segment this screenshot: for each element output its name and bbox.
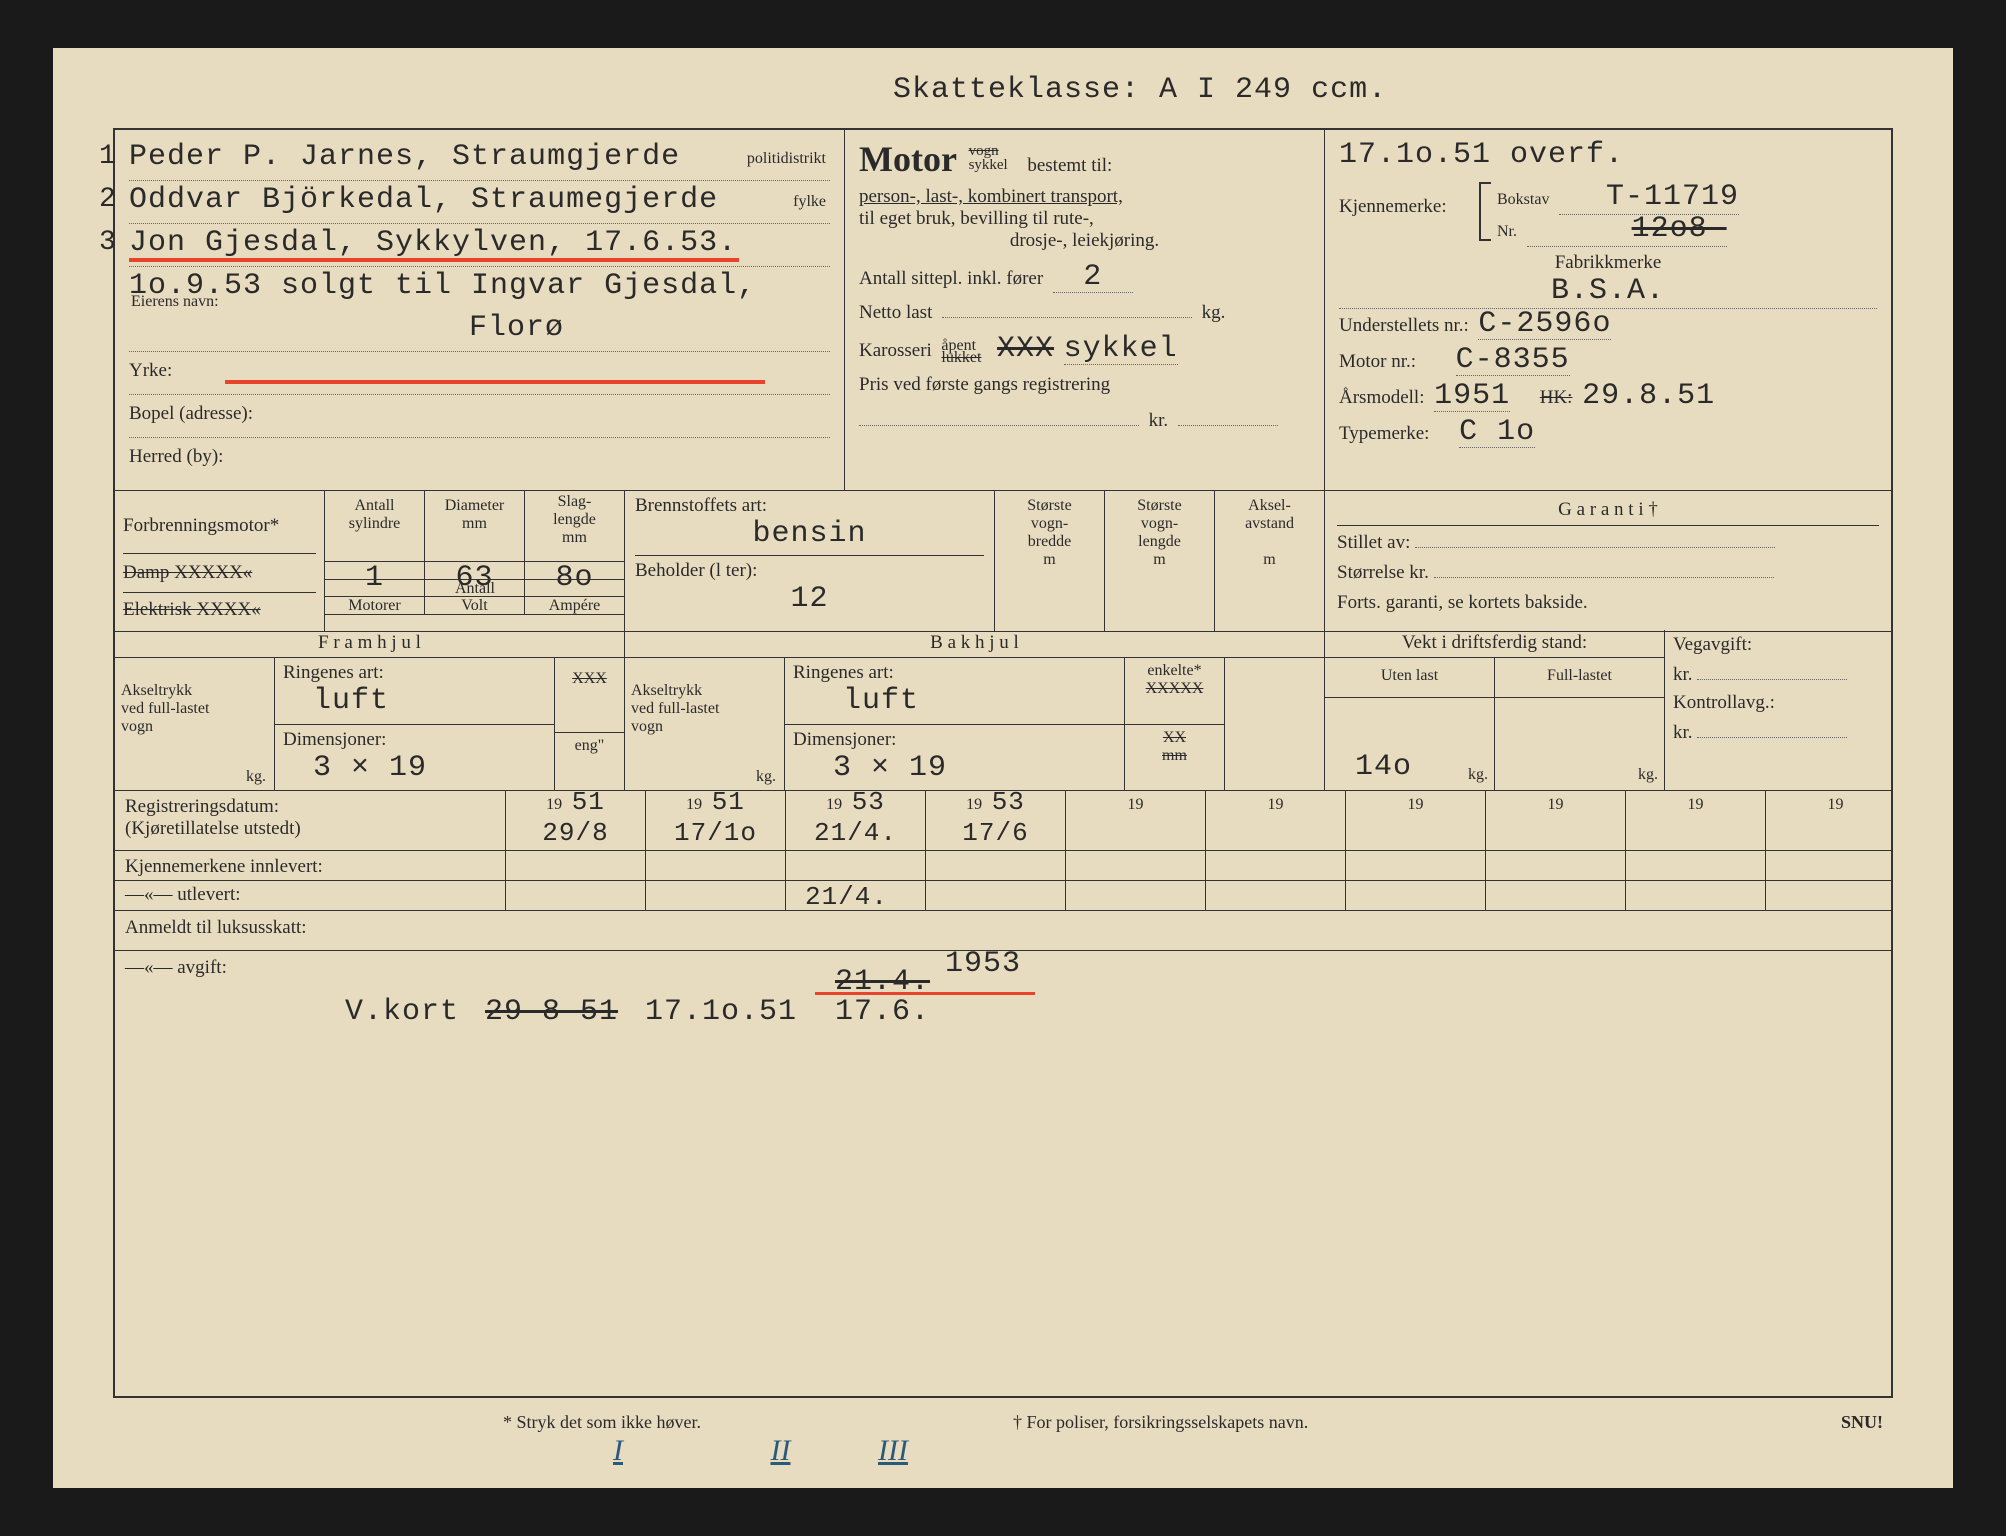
footer-snu: SNU! xyxy=(1841,1412,1883,1433)
red-underline-1 xyxy=(129,258,739,262)
owner-line-2: 2 Oddvar Björkedal, Straumegjerde fylke xyxy=(129,181,830,224)
motor-desc3: drosje-, leiekjøring. xyxy=(859,230,1310,252)
motor-column: Motor vogn sykkel bestemt til: person-, … xyxy=(845,130,1325,490)
owner-line-5: Florø xyxy=(129,309,830,352)
footer-stryk: * Stryk det som ikke høver. xyxy=(503,1412,701,1433)
registration-card: Skatteklasse: A I 249 ccm. 1 Peder P. Ja… xyxy=(53,48,1953,1488)
motornr-row: Motor nr.: C-8355 xyxy=(1339,345,1877,381)
understell-row: Understellets nr.: C-2596o xyxy=(1339,309,1877,345)
overf-line: 17.1o.51 overf. xyxy=(1339,138,1877,172)
fabrikkmerke-label: Fabrikkmerke xyxy=(1339,252,1877,274)
reg-block: Registreringsdatum: (Kjøretillatelse uts… xyxy=(115,790,1891,911)
owners-column: 1 Peder P. Jarnes, Straumgjerde politidi… xyxy=(115,130,845,490)
arsmodell-row: Årsmodell: 1951 HK: 29.8.51 xyxy=(1339,381,1877,417)
bottom-block: Anmeldt til luksusskatt: —«— avgift: V.k… xyxy=(115,910,1891,1396)
owner-line-1: 1 Peder P. Jarnes, Straumgjerde politidi… xyxy=(129,138,830,181)
pris-row: Pris ved første gangs registrering xyxy=(859,370,1310,406)
kjennemerke-block: Kjennemerke: Bokstav T-11719 Nr. 12o8- xyxy=(1339,180,1877,240)
pris-kr-row: kr. xyxy=(859,406,1310,442)
motor-desc2: til eget bruk, bevilling til rute-, xyxy=(859,208,1310,230)
fabrikkmerke-value: B.S.A. xyxy=(1339,274,1877,309)
bopel-line: Bopel (adresse): xyxy=(129,395,830,438)
skatteklasse: Skatteklasse: A I 249 ccm. xyxy=(893,73,1387,107)
yrke-line: Yrke: xyxy=(129,352,830,395)
roman-numerals: I II III xyxy=(613,1434,908,1468)
motor-desc1: person-, last-, kombinert transport, xyxy=(859,186,1310,208)
main-box: 1 Peder P. Jarnes, Straumgjerde politidi… xyxy=(113,128,1893,1398)
herred-line: Herred (by): xyxy=(129,438,830,480)
footer-poliser: † For poliser, forsikringsselskapets nav… xyxy=(1013,1412,1308,1433)
sittepl-row: Antall sittepl. inkl. fører 2 xyxy=(859,262,1310,298)
karosseri-row: Karosseri åpent lukket XXX sykkel xyxy=(859,334,1310,370)
motor-heading: Motor vogn sykkel bestemt til: xyxy=(859,138,1310,180)
typemerke-row: Typemerke: C 1o xyxy=(1339,417,1877,453)
wheels-block: F r a m h j u l B a k h j u l Akseltrykk… xyxy=(115,630,1891,791)
owner-line-4: 1o.9.53 solgt til Ingvar Gjesdal, Eieren… xyxy=(129,267,830,309)
red-underline-2 xyxy=(225,380,765,384)
right-column: 17.1o.51 overf. Kjennemerke: Bokstav T-1… xyxy=(1325,130,1891,490)
engine-block: Forbrenningsmotor* Damp XXXXX« Elektrisk… xyxy=(115,490,1891,632)
nettolast-row: Netto last kg. xyxy=(859,298,1310,334)
